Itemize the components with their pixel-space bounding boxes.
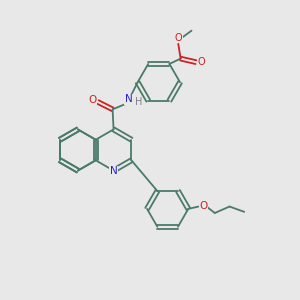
Text: N: N xyxy=(110,167,117,176)
Text: O: O xyxy=(175,33,182,43)
Text: N: N xyxy=(125,94,133,104)
Text: O: O xyxy=(88,94,97,105)
Text: H: H xyxy=(134,97,142,107)
Text: O: O xyxy=(200,201,208,211)
Text: O: O xyxy=(197,57,205,67)
